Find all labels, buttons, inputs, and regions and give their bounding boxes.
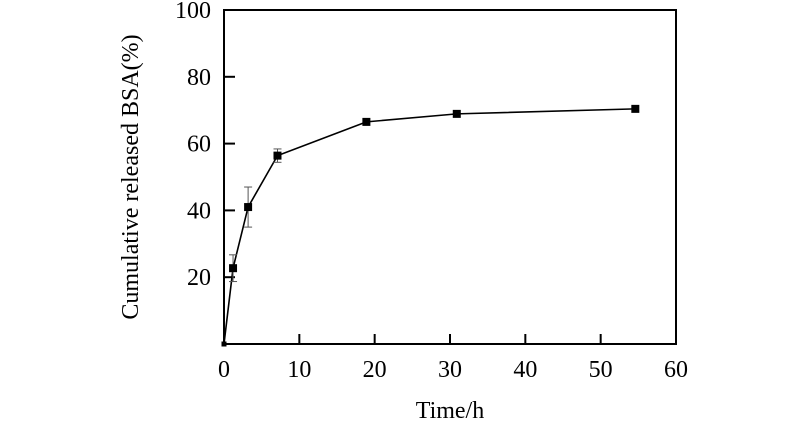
x-tick-label: 0 bbox=[218, 357, 230, 383]
data-point bbox=[452, 109, 461, 118]
x-axis-label: Time/h bbox=[416, 398, 484, 424]
data-point bbox=[362, 117, 371, 126]
plot-frame bbox=[223, 9, 677, 345]
x-tick-label: 40 bbox=[513, 357, 537, 383]
y-axis-label: Cumulative released BSA(%) bbox=[118, 34, 144, 319]
y-tick-label: 60 bbox=[187, 132, 211, 158]
data-point bbox=[244, 203, 253, 212]
data-point bbox=[229, 264, 238, 273]
series-line bbox=[223, 108, 636, 345]
x-tick-label: 10 bbox=[287, 357, 311, 383]
x-tick-label: 60 bbox=[664, 357, 688, 383]
x-tick-label: 30 bbox=[438, 357, 462, 383]
y-tick-label: 80 bbox=[187, 65, 211, 91]
data-point bbox=[631, 104, 640, 113]
x-tick-label: 20 bbox=[363, 357, 387, 383]
data-point bbox=[273, 151, 282, 160]
data-point bbox=[221, 341, 227, 347]
y-tick-label: 20 bbox=[187, 265, 211, 291]
y-tick-label: 100 bbox=[175, 0, 211, 24]
x-tick-label: 50 bbox=[589, 357, 613, 383]
y-tick-label: 40 bbox=[187, 198, 211, 224]
